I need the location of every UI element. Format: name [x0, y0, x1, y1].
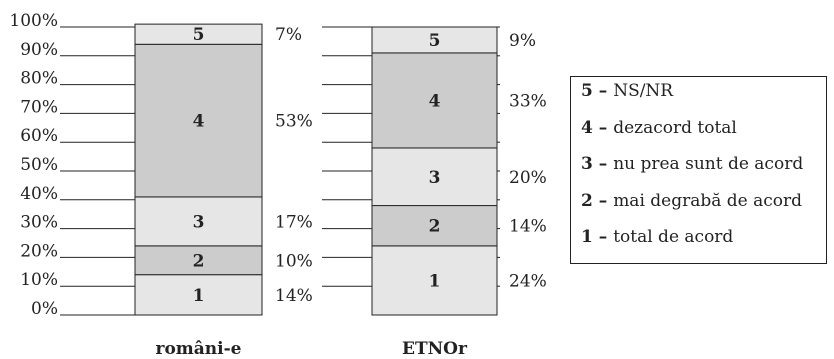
legend-item-3: 3 – nu prea sunt de acord: [581, 156, 826, 193]
legend-item-2: 2 – mai degrabă de acord: [581, 190, 826, 230]
legend-key: 4: [581, 117, 593, 138]
segment-key-label: 1: [193, 286, 205, 306]
data-label: 14%: [509, 217, 547, 237]
segment-key-label: 4: [429, 91, 441, 111]
bar-segment: [371, 205, 498, 247]
segment-key-label: 2: [193, 251, 205, 271]
y-tick-label: 50%: [20, 155, 58, 175]
data-label: 20%: [509, 168, 547, 188]
segment-key-label: 3: [193, 212, 205, 232]
legend-key: 1: [581, 227, 593, 247]
x-tick-label: români-e: [156, 339, 242, 359]
bar-segment: [134, 245, 263, 276]
data-label: 9%: [509, 31, 536, 51]
segment-key-label: 3: [429, 168, 441, 188]
bar-segment: [371, 52, 498, 149]
y-tick-label: 0%: [31, 299, 58, 319]
y-tick-label: 90%: [20, 40, 58, 60]
legend-separator: –: [592, 154, 614, 174]
y-tick-label: 80%: [20, 69, 58, 89]
bar-segment: [371, 245, 498, 316]
y-tick-label: 30%: [20, 213, 58, 233]
segment-key-label: 1: [429, 271, 441, 291]
y-tick-label: 40%: [20, 184, 58, 204]
data-label: 7%: [275, 25, 302, 45]
legend-label: total de acord: [613, 227, 734, 247]
segment-key-label: 5: [429, 31, 441, 51]
data-label: 24%: [509, 271, 547, 291]
legend-item-5: 5 – NS/NR: [581, 83, 826, 120]
bar-segment: [134, 274, 263, 316]
legend-item-1: 1 – total de acord: [581, 229, 826, 266]
legend-key: 3: [581, 154, 593, 174]
legend-label: dezacord total: [613, 117, 737, 138]
y-tick-label: 20%: [20, 241, 58, 261]
bar-segment: [371, 26, 498, 54]
data-label: 17%: [275, 212, 313, 232]
y-tick-label: 100%: [9, 11, 58, 31]
segment-key-label: 5: [193, 25, 205, 45]
data-label: 33%: [509, 91, 547, 111]
legend-separator: –: [592, 81, 614, 101]
bar-segment: [134, 23, 263, 45]
x-tick-label: ETNOr: [402, 339, 468, 359]
legend-separator: –: [592, 227, 614, 247]
legend-label: nu prea sunt de acord: [613, 154, 804, 174]
y-tick-label: 10%: [20, 270, 58, 290]
bar-segment: [134, 196, 263, 247]
data-label: 53%: [275, 112, 313, 132]
data-label: 10%: [275, 251, 313, 271]
legend-key: 5: [581, 81, 593, 101]
bar-segment: [371, 147, 498, 207]
legend-key: 2: [581, 190, 593, 211]
legend-label: NS/NR: [613, 81, 674, 101]
data-label: 14%: [275, 286, 313, 306]
legend-separator: –: [592, 190, 614, 211]
legend-item-4: 4 – dezacord total: [581, 117, 826, 157]
segment-key-label: 2: [429, 217, 441, 237]
segment-key-label: 4: [193, 112, 205, 132]
legend-label: mai degrabă de acord: [613, 190, 803, 211]
legend-separator: –: [592, 117, 614, 138]
y-tick-label: 60%: [20, 126, 58, 146]
y-tick-label: 70%: [20, 97, 58, 117]
bar-segment: [134, 43, 263, 198]
chart-legend: 5 – NS/NR 4 – dezacord total 3 – nu prea…: [570, 76, 827, 264]
